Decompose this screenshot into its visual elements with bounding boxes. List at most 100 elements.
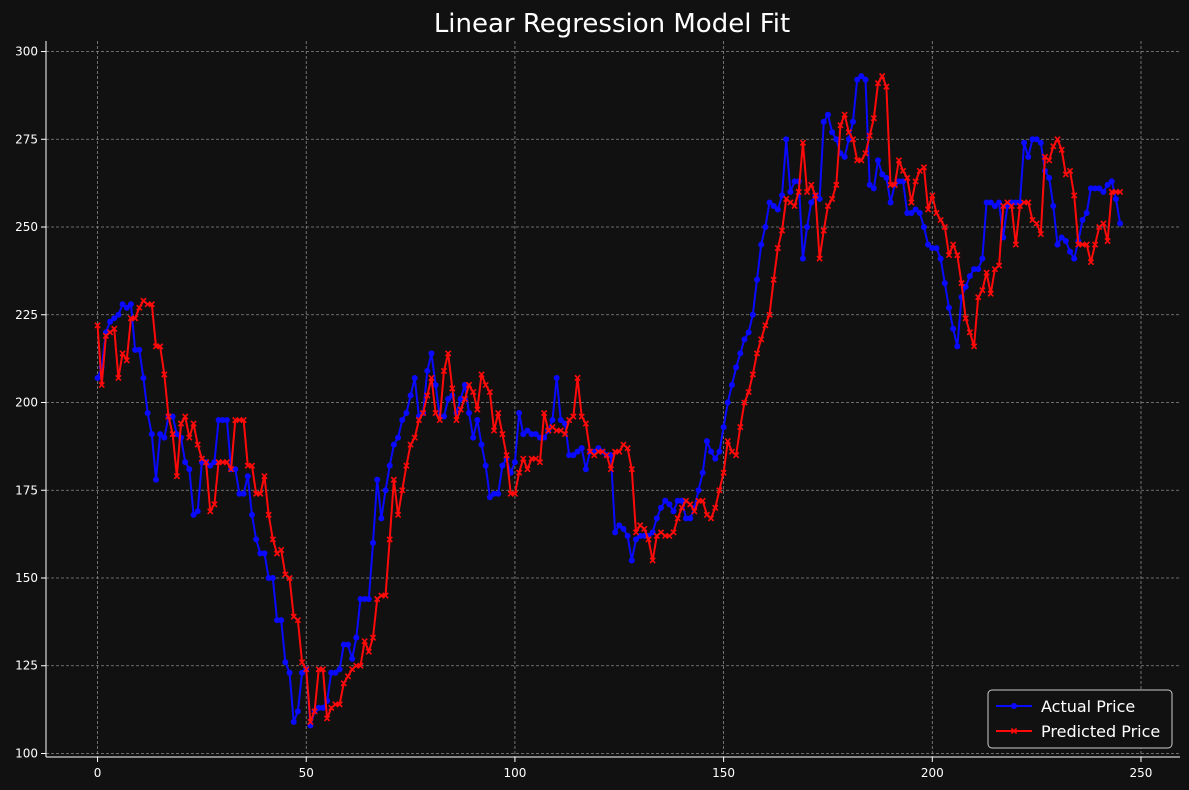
data-point bbox=[378, 515, 385, 522]
y-tick-label: 275 bbox=[15, 132, 38, 146]
data-point bbox=[678, 497, 685, 504]
data-point bbox=[804, 224, 811, 231]
y-tick-label: 125 bbox=[15, 659, 38, 673]
data-point bbox=[319, 704, 326, 711]
series-layer bbox=[94, 72, 1124, 729]
data-point bbox=[382, 592, 389, 599]
data-point bbox=[248, 462, 256, 469]
data-point bbox=[795, 188, 802, 196]
data-point bbox=[453, 416, 460, 424]
data-point bbox=[628, 466, 635, 473]
data-point bbox=[791, 178, 798, 185]
data-point bbox=[499, 430, 506, 438]
data-point bbox=[1037, 139, 1044, 146]
legend-marker bbox=[1011, 703, 1017, 709]
data-point bbox=[741, 336, 748, 343]
data-point bbox=[674, 497, 681, 504]
data-point bbox=[933, 245, 940, 252]
data-point bbox=[929, 192, 936, 199]
data-point bbox=[1083, 209, 1090, 216]
data-point bbox=[875, 157, 882, 164]
data-point bbox=[799, 255, 806, 262]
data-point bbox=[766, 199, 773, 206]
data-point bbox=[182, 413, 189, 420]
data-point bbox=[774, 206, 781, 213]
data-point bbox=[1062, 238, 1069, 245]
data-point bbox=[132, 346, 139, 353]
data-point bbox=[824, 111, 831, 118]
data-point bbox=[148, 431, 155, 438]
data-point bbox=[578, 445, 585, 452]
data-point bbox=[286, 574, 293, 582]
data-point bbox=[424, 367, 431, 374]
data-point bbox=[1033, 220, 1040, 227]
data-point bbox=[808, 181, 815, 189]
series-predicted-price bbox=[94, 72, 1124, 726]
data-point bbox=[265, 511, 272, 518]
data-point bbox=[511, 459, 518, 466]
data-point bbox=[828, 195, 836, 203]
y-tick-label: 250 bbox=[15, 220, 38, 234]
data-point bbox=[708, 448, 715, 455]
data-point bbox=[745, 329, 752, 336]
data-point bbox=[136, 304, 143, 311]
legend: Actual Price Predicted Price bbox=[987, 689, 1173, 749]
data-point bbox=[616, 448, 623, 455]
data-point bbox=[653, 515, 660, 522]
data-point bbox=[1087, 258, 1095, 266]
data-point bbox=[691, 508, 698, 515]
data-point bbox=[641, 525, 648, 533]
data-point bbox=[261, 473, 268, 480]
data-point bbox=[845, 129, 852, 136]
data-point bbox=[190, 420, 197, 427]
data-point bbox=[1050, 202, 1057, 209]
data-point bbox=[791, 202, 798, 210]
data-point bbox=[157, 431, 164, 438]
data-point bbox=[282, 659, 289, 666]
data-point bbox=[841, 111, 848, 118]
data-point bbox=[770, 276, 777, 283]
data-point bbox=[532, 431, 539, 438]
data-point bbox=[741, 399, 748, 406]
data-point bbox=[161, 434, 168, 441]
data-point bbox=[683, 515, 690, 522]
data-point bbox=[987, 199, 994, 206]
data-point bbox=[620, 525, 627, 532]
data-point bbox=[1021, 139, 1028, 146]
data-point bbox=[737, 423, 744, 431]
data-point bbox=[1008, 202, 1015, 210]
data-point bbox=[866, 181, 873, 188]
data-point bbox=[474, 417, 481, 424]
data-point bbox=[749, 371, 756, 378]
data-point bbox=[319, 666, 327, 673]
data-point bbox=[240, 416, 247, 424]
data-point bbox=[386, 536, 393, 543]
data-point bbox=[1054, 136, 1061, 143]
legend-box bbox=[987, 689, 1173, 749]
data-point bbox=[395, 434, 402, 441]
data-point bbox=[1116, 188, 1124, 196]
data-point bbox=[687, 501, 694, 508]
data-point bbox=[753, 276, 760, 283]
data-point bbox=[340, 680, 347, 687]
legend-entry: Predicted Price bbox=[996, 722, 1160, 741]
data-point bbox=[194, 508, 201, 515]
data-point bbox=[762, 322, 769, 329]
data-point bbox=[1050, 143, 1057, 150]
data-point bbox=[1071, 255, 1078, 262]
data-point bbox=[737, 350, 744, 357]
series-actual-price bbox=[94, 73, 1124, 729]
data-point bbox=[516, 410, 523, 417]
data-point bbox=[478, 441, 485, 448]
data-point bbox=[173, 473, 181, 480]
data-point bbox=[436, 416, 443, 424]
data-point bbox=[94, 322, 101, 329]
data-point bbox=[253, 536, 260, 543]
data-point bbox=[895, 157, 903, 164]
data-point bbox=[403, 410, 410, 417]
legend-entry: Actual Price bbox=[996, 697, 1135, 716]
data-point bbox=[904, 174, 911, 182]
data-point bbox=[687, 515, 694, 522]
data-point bbox=[632, 536, 639, 543]
